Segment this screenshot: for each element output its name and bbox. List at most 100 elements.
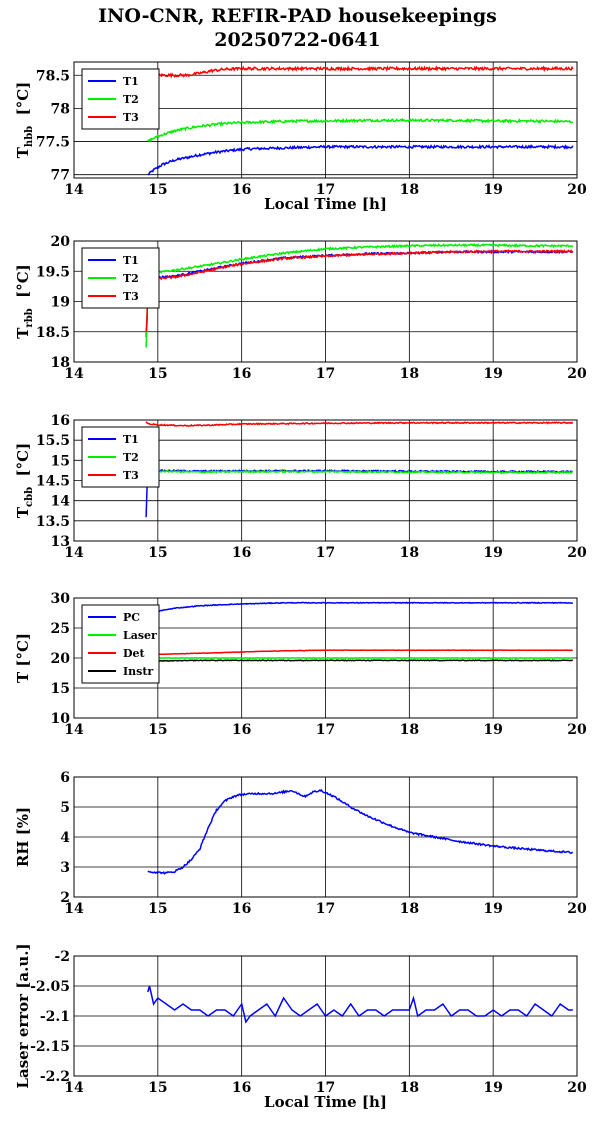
y-tick-label: 6: [60, 770, 70, 786]
x-tick-label: 18: [400, 366, 419, 382]
y-tick-label: 19.5: [36, 264, 70, 280]
y-tick-label: 3: [60, 860, 70, 876]
x-tick-label: 16: [232, 901, 251, 917]
x-tick-label: 16: [232, 722, 251, 738]
x-tick-label: 20: [567, 901, 587, 917]
y-tick-label: 10: [51, 711, 71, 727]
x-tick-label: 19: [483, 366, 502, 382]
y-tick-label: 18: [51, 355, 70, 371]
legend-label: T2: [123, 272, 139, 285]
x-tick-label: 17: [316, 1080, 335, 1096]
legend-label: Instr: [123, 665, 153, 678]
series-line-instr: [147, 659, 574, 663]
x-tick-label: 18: [400, 901, 419, 917]
y-axis-label: Trbb [°C]: [14, 264, 35, 339]
legend-label: T3: [123, 290, 139, 303]
chart-panel-4: 14 15 16 17 18 19 20 10 15 20 25 30 PC Laser Det Instr T…: [14, 591, 587, 738]
x-tick-label: 14: [64, 1080, 84, 1096]
y-tick-label: -2.1: [40, 1009, 70, 1025]
series-line-data: [147, 985, 573, 1024]
x-tick-label: 18: [400, 182, 419, 198]
y-tick-label: 15: [51, 453, 70, 469]
x-tick-label: 15: [148, 545, 167, 561]
chart-panel-6: 14 15 16 17 18 19 20 -2.2 -2.15 -2.1 -2.05 -2 Laser …: [14, 943, 587, 1111]
y-tick-label: -2.15: [30, 1039, 70, 1055]
series-line-t2: [145, 243, 574, 348]
legend-label: T3: [123, 111, 139, 124]
x-tick-label: 14: [64, 901, 84, 917]
x-tick-label: 16: [232, 182, 251, 198]
series-line-t2: [145, 469, 574, 481]
y-tick-label: 78: [51, 101, 70, 117]
y-tick-label: 25: [51, 621, 70, 637]
x-tick-label: 15: [148, 1080, 167, 1096]
legend: T1 T2 T3: [81, 426, 160, 488]
x-tick-label: 16: [232, 366, 251, 382]
x-tick-label: 20: [567, 1080, 587, 1096]
legend-label: T2: [123, 451, 139, 464]
x-tick-label: 19: [483, 901, 502, 917]
legend-label: Laser: [123, 629, 157, 642]
legend-label: T1: [123, 254, 139, 267]
x-tick-label: 20: [567, 366, 587, 382]
x-tick-label: 14: [64, 722, 84, 738]
y-tick-label: 78.5: [36, 68, 70, 84]
x-tick-label: 18: [400, 545, 419, 561]
x-tick-label: 18: [400, 1080, 419, 1096]
y-axis-label: T [°C]: [14, 633, 32, 683]
figure-title: INO-CNR, REFIR-PAD housekeepings: [98, 5, 497, 27]
series-line-t3: [145, 248, 574, 333]
legend-label: T3: [123, 469, 139, 482]
x-tick-label: 15: [148, 901, 167, 917]
legend-label: Det: [123, 647, 146, 660]
chart-panel-2: 14 15 16 17 18 19 20 18 18.5 19 19.5 20 T1 T2 T3 Trbb […: [14, 234, 587, 382]
x-tick-label: 20: [567, 722, 587, 738]
x-axis-label: Local Time [h]: [264, 1093, 387, 1111]
y-tick-label: 16: [51, 413, 70, 429]
x-tick-label: 17: [316, 366, 335, 382]
figure-title-block: INO-CNR, REFIR-PAD housekeepings 2025072…: [0, 4, 595, 52]
x-tick-label: 20: [567, 545, 587, 561]
x-tick-label: 15: [148, 182, 167, 198]
x-tick-label: 17: [316, 545, 335, 561]
series-line-data: [147, 788, 574, 875]
figure-subtitle: 20250722-0641: [214, 29, 381, 51]
y-tick-label: -2: [54, 949, 70, 965]
y-tick-label: 4: [60, 830, 70, 846]
y-tick-label: 20: [51, 651, 71, 667]
y-tick-label: 20: [51, 234, 71, 250]
chart-panel-3: 14 15 16 17 18 19 20 13 13.5 14 14.5 15 15.5 16 T1 T2 T3…: [14, 413, 587, 561]
chart-panel-5: 14 15 16 17 18 19 20 2 3 4 5 6 RH [%]: [14, 770, 587, 917]
series-line-t3: [145, 65, 574, 89]
y-tick-label: 2: [60, 890, 70, 906]
legend: T1 T2 T3: [81, 68, 160, 130]
y-tick-label: 13.5: [36, 514, 70, 530]
x-tick-label: 17: [316, 722, 335, 738]
x-tick-label: 17: [316, 901, 335, 917]
y-axis-label: RH [%]: [14, 807, 32, 867]
x-axis-label: Local Time [h]: [264, 195, 387, 213]
y-tick-label: 30: [51, 591, 71, 607]
series-line-t1: [147, 143, 574, 176]
y-axis-label: Tcbb [°C]: [14, 443, 35, 518]
y-tick-label: -2.05: [30, 979, 70, 995]
y-tick-label: 18.5: [36, 325, 70, 341]
series-line-det: [147, 649, 573, 656]
y-tick-label: 14.5: [36, 474, 70, 490]
x-tick-label: 19: [483, 1080, 502, 1096]
x-tick-label: 15: [148, 722, 167, 738]
x-tick-label: 19: [483, 545, 502, 561]
chart-panel-1: 14 15 16 17 18 19 20 77 77.5 78 78.5 T1 T2 T3 Thbb [°C…: [14, 61, 587, 213]
legend-label: T2: [123, 93, 139, 106]
y-tick-label: -2.2: [40, 1069, 70, 1085]
x-tick-label: 14: [64, 545, 84, 561]
x-tick-label: 18: [400, 722, 419, 738]
x-tick-label: 14: [64, 182, 84, 198]
series-line-t3: [145, 421, 574, 427]
x-tick-label: 16: [232, 545, 251, 561]
x-tick-label: 19: [483, 182, 502, 198]
legend-label: T1: [123, 433, 139, 446]
legend: PC Laser Det Instr: [81, 604, 160, 684]
y-tick-label: 5: [60, 800, 70, 816]
